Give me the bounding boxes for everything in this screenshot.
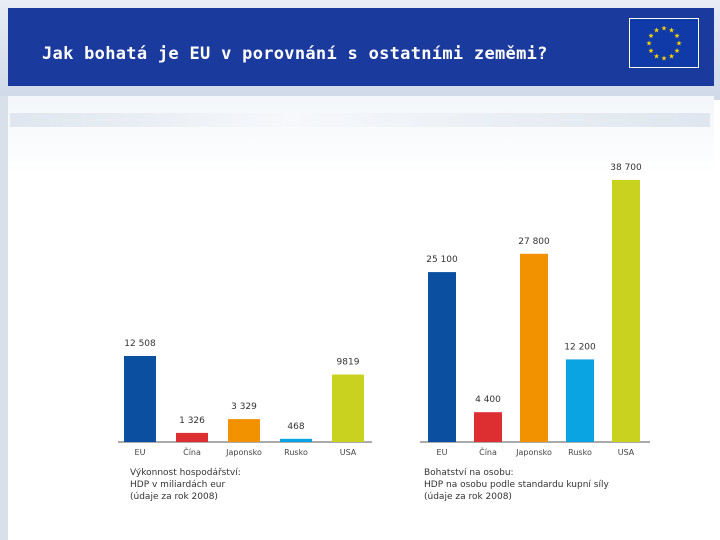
right-category-0: EU bbox=[437, 448, 448, 457]
left-category-1: Čína bbox=[183, 446, 201, 457]
left-data-label-3: 468 bbox=[287, 422, 304, 432]
slide-header: Jak bohatá je EU v porovnání s ostatními… bbox=[0, 0, 720, 100]
right-bar-2 bbox=[520, 253, 548, 442]
left-caption-line-2: HDP v miliardách eur bbox=[130, 480, 226, 490]
right-data-label-2: 27 800 bbox=[518, 237, 550, 247]
left-bar-4 bbox=[332, 374, 364, 442]
flag-star-icon: ★ bbox=[668, 27, 674, 35]
title-band bbox=[8, 8, 714, 86]
right-caption-line-1: Bohatství na osobu: bbox=[424, 468, 514, 478]
flag-star-icon: ★ bbox=[676, 40, 682, 48]
left-data-label-4: 9819 bbox=[337, 358, 360, 368]
flag-star-icon: ★ bbox=[653, 53, 659, 61]
flag-star-icon: ★ bbox=[661, 55, 667, 63]
left-data-label-0: 12 508 bbox=[124, 339, 156, 349]
right-chart-caption: Bohatství na osobu: HDP na osobu podle s… bbox=[424, 467, 609, 503]
left-data-label-2: 3 329 bbox=[231, 402, 257, 412]
left-data-label-1: 1 326 bbox=[179, 416, 205, 426]
right-bar-4 bbox=[612, 180, 640, 442]
right-data-label-1: 4 400 bbox=[475, 395, 501, 405]
right-bar-0 bbox=[428, 272, 456, 442]
right-caption-line-2: HDP na osobu podle standardu kupní síly bbox=[424, 480, 609, 490]
slide-body bbox=[8, 96, 714, 540]
right-bar-3 bbox=[566, 359, 594, 442]
right-caption-line-3: (údaje za rok 2008) bbox=[424, 492, 512, 502]
left-caption-line-1: Výkonnost hospodářství: bbox=[130, 468, 241, 478]
right-category-1: Čína bbox=[479, 446, 497, 457]
right-data-label-0: 25 100 bbox=[426, 255, 458, 265]
slide-title: Jak bohatá je EU v porovnání s ostatními… bbox=[42, 44, 548, 64]
right-category-4: USA bbox=[618, 448, 635, 457]
flag-star-icon: ★ bbox=[646, 40, 652, 48]
eu-flag-icon: ★ ★ ★ ★ ★ ★ ★ ★ ★ ★ ★ ★ bbox=[629, 18, 699, 68]
flag-star-icon: ★ bbox=[674, 32, 680, 40]
left-category-0: EU bbox=[135, 448, 146, 457]
left-bar-3 bbox=[280, 438, 312, 442]
left-bar-2 bbox=[228, 419, 260, 442]
left-category-2: Japonsko bbox=[225, 448, 262, 457]
flag-star-icon: ★ bbox=[674, 47, 680, 55]
right-category-2: Japonsko bbox=[515, 448, 552, 457]
left-caption-line-3: (údaje za rok 2008) bbox=[130, 492, 218, 502]
right-category-3: Rusko bbox=[568, 448, 592, 457]
left-edge bbox=[0, 96, 8, 540]
flag-star-icon: ★ bbox=[648, 32, 654, 40]
flag-star-icon: ★ bbox=[668, 53, 674, 61]
right-bar-1 bbox=[474, 412, 502, 442]
left-bar-0 bbox=[124, 356, 156, 442]
flag-star-icon: ★ bbox=[648, 47, 654, 55]
flag-star-icon: ★ bbox=[661, 25, 667, 33]
left-bar-1 bbox=[176, 432, 208, 442]
right-data-label-4: 38 700 bbox=[610, 163, 642, 173]
right-data-label-3: 12 200 bbox=[564, 342, 596, 352]
left-chart-caption: Výkonnost hospodářství: HDP v miliardách… bbox=[130, 467, 241, 503]
left-category-4: USA bbox=[340, 448, 357, 457]
divider-band bbox=[10, 113, 710, 127]
eu-flag-stars: ★ ★★★★★★★★★★★ bbox=[646, 25, 682, 63]
left-category-3: Rusko bbox=[284, 448, 308, 457]
flag-star-icon: ★ bbox=[653, 27, 659, 35]
